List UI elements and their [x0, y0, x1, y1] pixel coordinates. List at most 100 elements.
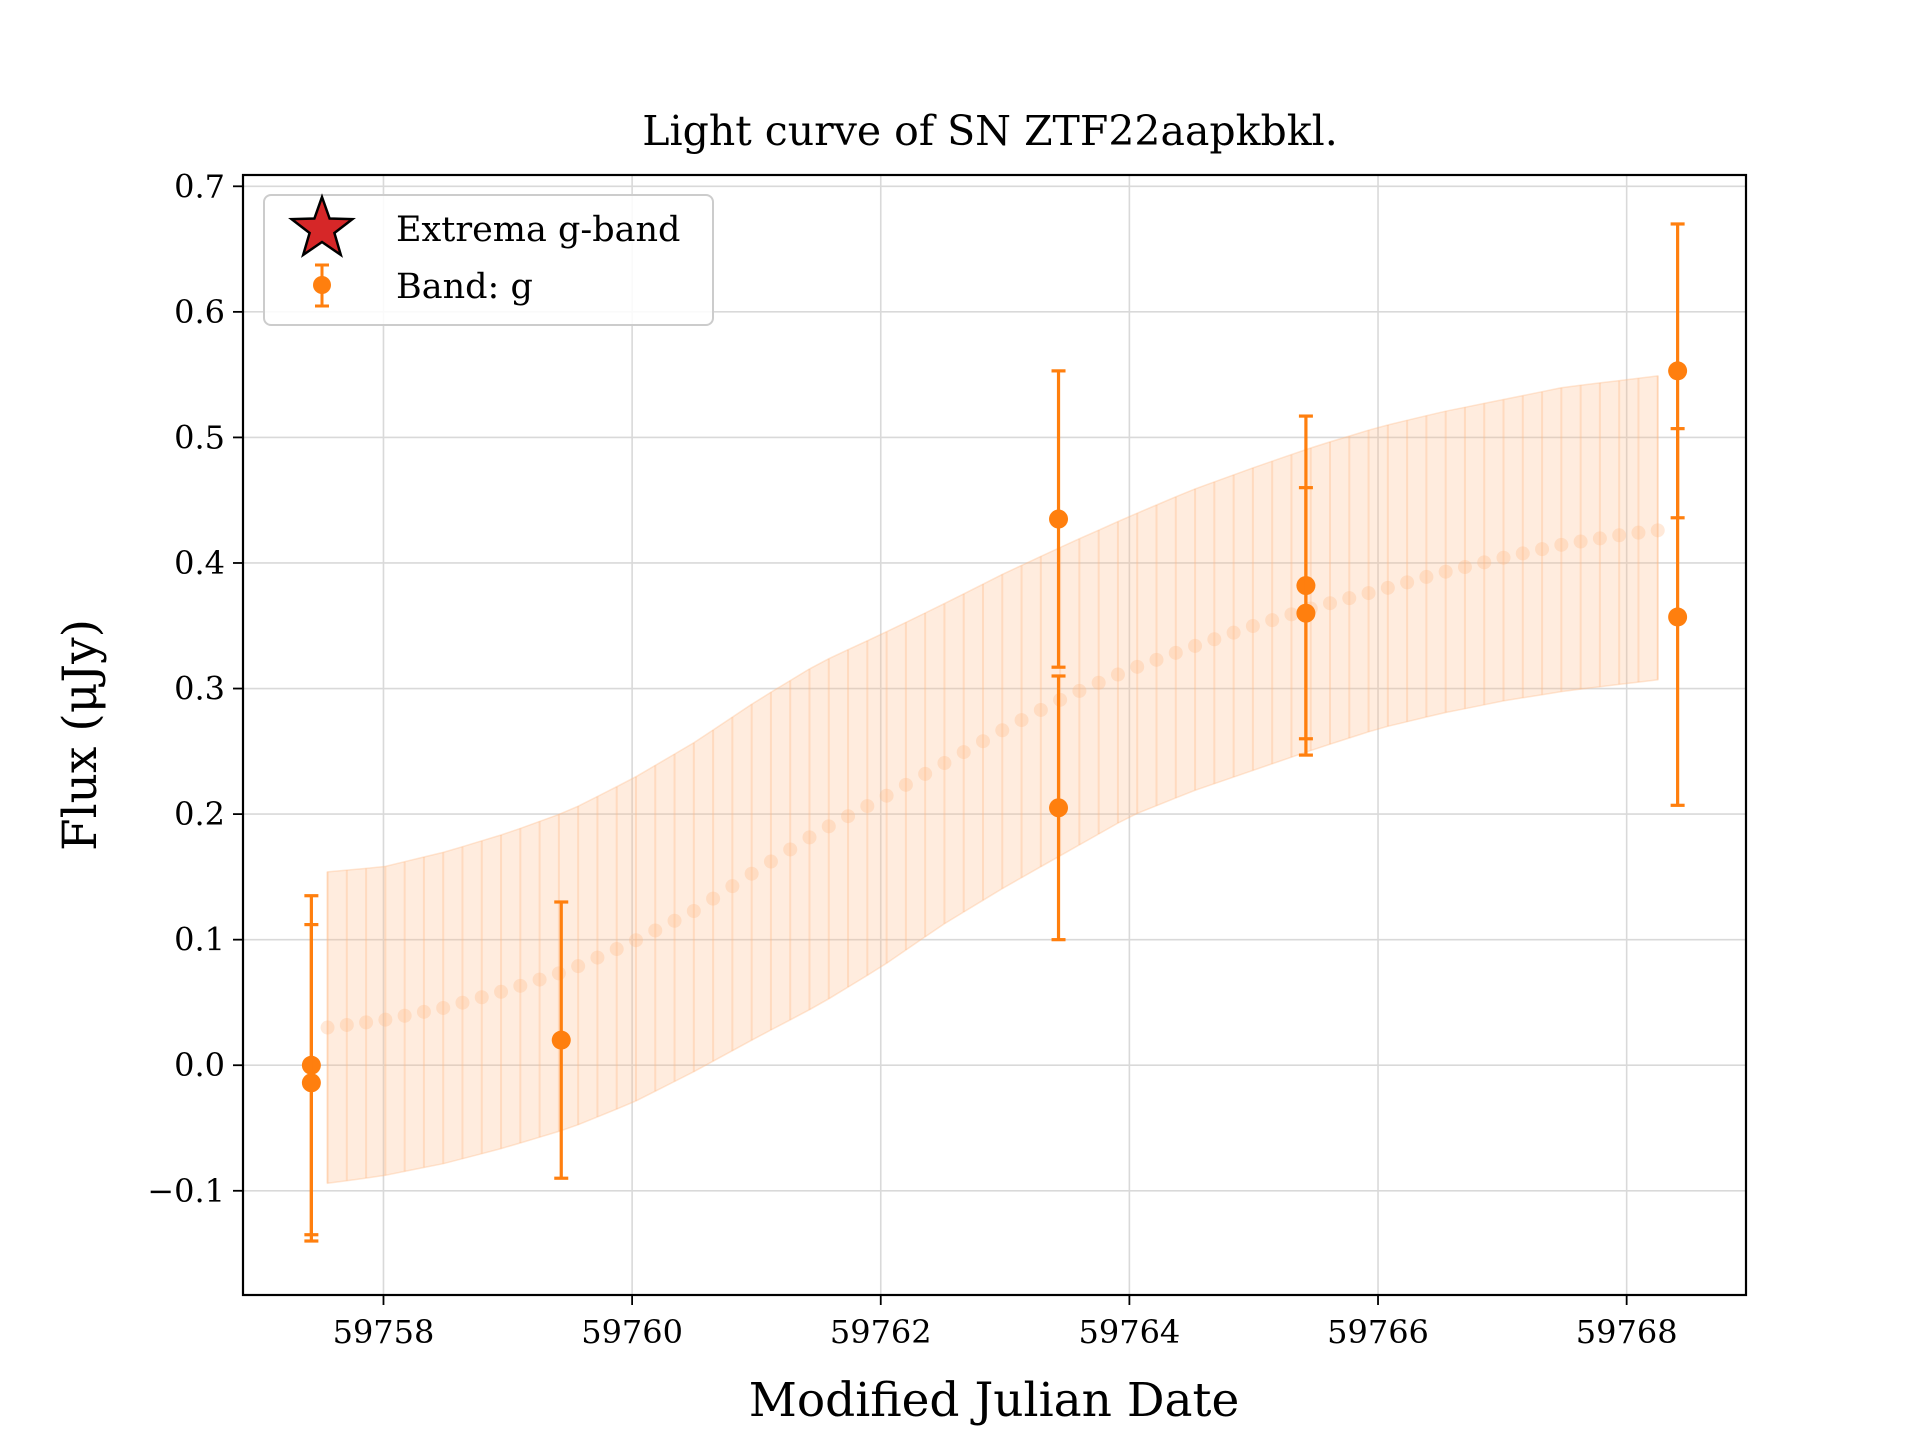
- model-point-52: [1323, 596, 1338, 611]
- model-point-32: [937, 756, 952, 771]
- model-point-40: [1091, 675, 1106, 690]
- model-point-56: [1400, 575, 1415, 590]
- observation-point-7: [1668, 361, 1688, 381]
- legend-label-band-g: Band: g: [396, 267, 533, 307]
- model-point-33: [956, 745, 971, 760]
- model-point-62: [1515, 546, 1530, 561]
- model-point-48: [1245, 619, 1260, 634]
- observation-point-8: [1668, 607, 1688, 627]
- model-point-42: [1130, 659, 1145, 674]
- model-point-26: [821, 819, 836, 834]
- observation-3: [1049, 369, 1069, 669]
- model-point-29: [879, 788, 894, 803]
- model-point-61: [1496, 550, 1511, 565]
- model-point-25: [802, 830, 817, 845]
- model-point-31: [918, 766, 933, 781]
- x-axis-ticks: 59758 59760 59762 59764 59766 59768: [333, 1295, 1678, 1351]
- observation-point-1: [301, 1073, 321, 1093]
- observation-point-3: [1049, 509, 1069, 529]
- observation-8: [1668, 427, 1688, 807]
- model-point-27: [841, 809, 856, 824]
- band-g-errorbar-icon: [313, 263, 331, 308]
- model-point-18: [667, 913, 682, 928]
- model-point-34: [975, 734, 990, 749]
- model-point-66: [1592, 531, 1607, 546]
- observations-g-band: [301, 222, 1688, 1243]
- model-point-65: [1573, 534, 1588, 549]
- observation-point-6: [1296, 603, 1316, 623]
- observation-1: [301, 922, 321, 1243]
- model-point-28: [860, 799, 875, 814]
- model-point-43: [1149, 652, 1164, 667]
- plot-frame: [241, 173, 1748, 1297]
- model-point-68: [1631, 525, 1646, 540]
- model-point-45: [1188, 638, 1203, 653]
- x-tick-label-2: 59762: [830, 1313, 932, 1351]
- model-point-8: [474, 990, 489, 1005]
- model-point-64: [1554, 537, 1569, 552]
- extrema-star-icon: [288, 193, 356, 258]
- y-axis-ticks: −0.1 0.0 0.1 0.2 0.3 0.4 0.5 0.6 0.7: [147, 167, 243, 1210]
- model-point-60: [1477, 555, 1492, 570]
- chart-title: Light curve of SN ZTF22aapkbkl.: [642, 107, 1337, 155]
- legend: Extrema g-band Band: g: [263, 193, 714, 326]
- model-point-24: [783, 842, 798, 857]
- y-tick-label-8: 0.7: [174, 167, 225, 205]
- model-point-2: [359, 1015, 374, 1030]
- model-point-44: [1168, 645, 1183, 660]
- model-point-15: [609, 942, 624, 957]
- y-tick-label-2: 0.1: [174, 921, 225, 959]
- model-point-41: [1110, 667, 1125, 682]
- model-point-50: [1284, 607, 1299, 622]
- x-tick-label-4: 59766: [1327, 1313, 1429, 1351]
- model-point-10: [513, 978, 528, 993]
- model-point-13: [571, 959, 586, 974]
- model-point-47: [1226, 625, 1241, 640]
- legend-box: [263, 194, 714, 326]
- model-point-11: [532, 972, 547, 987]
- grid: [243, 175, 1746, 1295]
- model-point-46: [1207, 632, 1222, 647]
- model-point-57: [1419, 569, 1434, 584]
- x-tick-label-0: 59758: [333, 1313, 435, 1351]
- model-point-9: [494, 984, 509, 999]
- model-point-3: [378, 1012, 393, 1027]
- x-axis-label: Modified Julian Date: [749, 1373, 1240, 1428]
- observation-6: [1296, 486, 1316, 741]
- model-point-30: [898, 777, 913, 792]
- model-point-14: [590, 950, 605, 965]
- model-point-21: [725, 879, 740, 894]
- model-band: [320, 375, 1665, 1185]
- model-uncertainty-band: [326, 375, 1659, 1185]
- model-point-59: [1457, 560, 1472, 575]
- y-tick-label-5: 0.4: [174, 544, 225, 582]
- y-tick-label-3: 0.2: [174, 795, 225, 833]
- model-point-54: [1361, 586, 1376, 601]
- x-tick-label-5: 59768: [1576, 1313, 1678, 1351]
- model-point-16: [628, 933, 643, 948]
- model-point-12: [551, 966, 566, 981]
- model-point-23: [763, 854, 778, 869]
- model-point-69: [1650, 523, 1665, 538]
- model-point-1: [339, 1017, 354, 1032]
- model-point-36: [1014, 713, 1029, 728]
- model-point-67: [1612, 528, 1627, 543]
- model-point-58: [1438, 564, 1453, 579]
- observation-4: [1049, 674, 1069, 942]
- observation-point-4: [1049, 798, 1069, 818]
- model-point-63: [1535, 542, 1550, 557]
- model-point-6: [436, 1000, 451, 1015]
- legend-label-extrema: Extrema g-band: [396, 210, 680, 250]
- model-point-5: [416, 1004, 431, 1019]
- y-tick-label-6: 0.5: [174, 418, 225, 456]
- y-tick-label-7: 0.6: [174, 293, 225, 331]
- y-tick-label-0: −0.1: [147, 1172, 225, 1210]
- model-point-20: [706, 891, 721, 906]
- y-axis-label: Flux (μJy): [53, 619, 108, 851]
- model-point-19: [686, 904, 701, 919]
- model-point-7: [455, 995, 470, 1010]
- model-point-37: [1033, 702, 1048, 717]
- model-point-55: [1380, 580, 1395, 595]
- model-point-35: [995, 723, 1010, 738]
